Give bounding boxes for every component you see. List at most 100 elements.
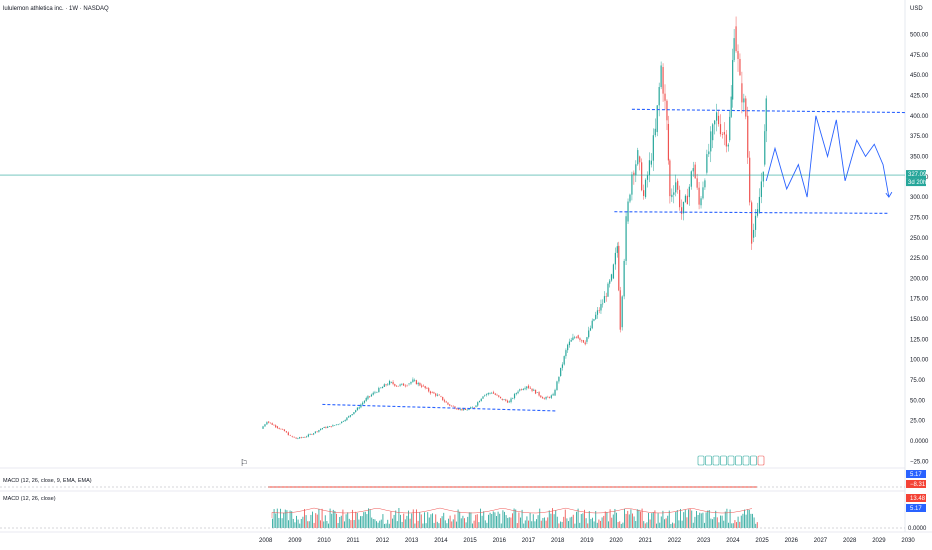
histogram-bar (472, 523, 473, 528)
price-axis[interactable]: 500.00 475.00 450.00 425.00 400.00 375.00 350.… (910, 33, 929, 466)
price-tick-label: 225.00 (910, 256, 929, 262)
candle-body (541, 397, 544, 399)
histogram-bar (433, 522, 435, 528)
histogram-bar (448, 518, 449, 528)
candle-body (694, 164, 696, 179)
earnings-marker[interactable] (697, 455, 705, 466)
histogram-bar (494, 512, 496, 528)
candle-body (508, 401, 510, 403)
time-tick-label: 2016 (493, 538, 507, 544)
candle-body (335, 424, 338, 426)
candle-body (764, 131, 766, 165)
histogram-bar (604, 511, 606, 528)
candle-body (579, 338, 581, 340)
histogram-bar (627, 510, 629, 528)
candle-body (311, 434, 313, 435)
candle-body (289, 435, 291, 436)
earnings-marker[interactable] (757, 455, 765, 466)
candle-body (506, 400, 509, 403)
histogram-bar (484, 520, 486, 528)
candle-body (306, 436, 308, 438)
price-tick-label: 50.00 (910, 398, 926, 404)
histogram-bar (577, 508, 579, 528)
earnings-marker[interactable] (705, 455, 712, 466)
histogram-bar (372, 519, 374, 528)
candle-body (586, 337, 588, 342)
earnings-marker[interactable] (712, 455, 720, 466)
candle-body (749, 157, 751, 203)
flag-icon: ⚐ (240, 458, 248, 468)
histogram-bar (403, 513, 405, 528)
candle-body (704, 180, 706, 188)
histogram-bar (537, 515, 539, 528)
candle-body (299, 437, 301, 439)
histogram-bar (721, 515, 723, 528)
histogram-bar (731, 523, 733, 528)
macd2-zero-label: 0.0000 (908, 526, 927, 532)
histogram-bar (468, 512, 470, 528)
candle-body (602, 303, 604, 305)
candle-body (723, 132, 725, 135)
histogram-bar (480, 508, 481, 528)
histogram-bar (643, 521, 645, 528)
trendline[interactable] (631, 108, 907, 114)
histogram-bar (350, 520, 352, 528)
candle-body (621, 296, 623, 328)
candle-body (671, 194, 673, 198)
candle-body (733, 38, 735, 61)
candle-body (631, 174, 633, 195)
trendline[interactable] (322, 403, 557, 412)
candle-body (612, 264, 615, 279)
histogram-bar (620, 523, 622, 528)
histogram-bar (624, 508, 625, 528)
histogram-bar (680, 508, 681, 528)
histogram-bar (720, 515, 721, 528)
histogram-bar (377, 522, 379, 528)
last-time-label: 3d 20h (908, 180, 926, 186)
candle-body (404, 385, 406, 387)
earnings-marker[interactable] (727, 455, 735, 466)
earnings-marker[interactable] (742, 455, 750, 466)
candle-body (686, 195, 688, 205)
candle-body (565, 350, 567, 357)
macd-histogram (271, 507, 758, 528)
price-tick-label: 250.00 (910, 236, 929, 242)
candle-body (433, 392, 435, 394)
histogram-bar (499, 513, 501, 528)
histogram-bar (401, 521, 403, 528)
time-tick-label: 2023 (697, 538, 711, 544)
candle-body (644, 179, 647, 198)
earnings-markers[interactable] (697, 455, 765, 466)
candle-body (643, 190, 645, 196)
candle-body (619, 290, 621, 330)
projection-path[interactable] (765, 115, 890, 198)
earnings-marker[interactable] (720, 455, 727, 466)
earnings-marker[interactable] (750, 455, 757, 466)
candle-body (346, 417, 348, 421)
candle-body (522, 388, 524, 390)
time-axis[interactable]: 2008 2009 2010 2011 2012 2013 2014 2015 2016 2017… (259, 538, 915, 544)
candle-body (677, 180, 679, 190)
candle-body (300, 437, 302, 438)
trendline[interactable] (614, 211, 889, 214)
histogram-bar (616, 512, 617, 528)
candle-body (464, 408, 467, 410)
candle-body (552, 394, 554, 396)
histogram-bar (345, 514, 347, 528)
earnings-marker[interactable] (735, 455, 742, 466)
candle-body (595, 314, 597, 320)
histogram-bar (425, 523, 427, 528)
currency-label: USD (910, 6, 923, 12)
candle-body (459, 408, 461, 410)
histogram-bar (694, 516, 696, 528)
histogram-bar (755, 523, 757, 528)
candle-body (466, 409, 468, 411)
histogram-bar (281, 518, 283, 528)
candle-body (654, 128, 656, 136)
histogram-bar (622, 522, 624, 528)
candle-body (318, 430, 320, 432)
candle-body (527, 385, 530, 388)
candle-body (629, 194, 631, 202)
histogram-bar (348, 518, 350, 528)
